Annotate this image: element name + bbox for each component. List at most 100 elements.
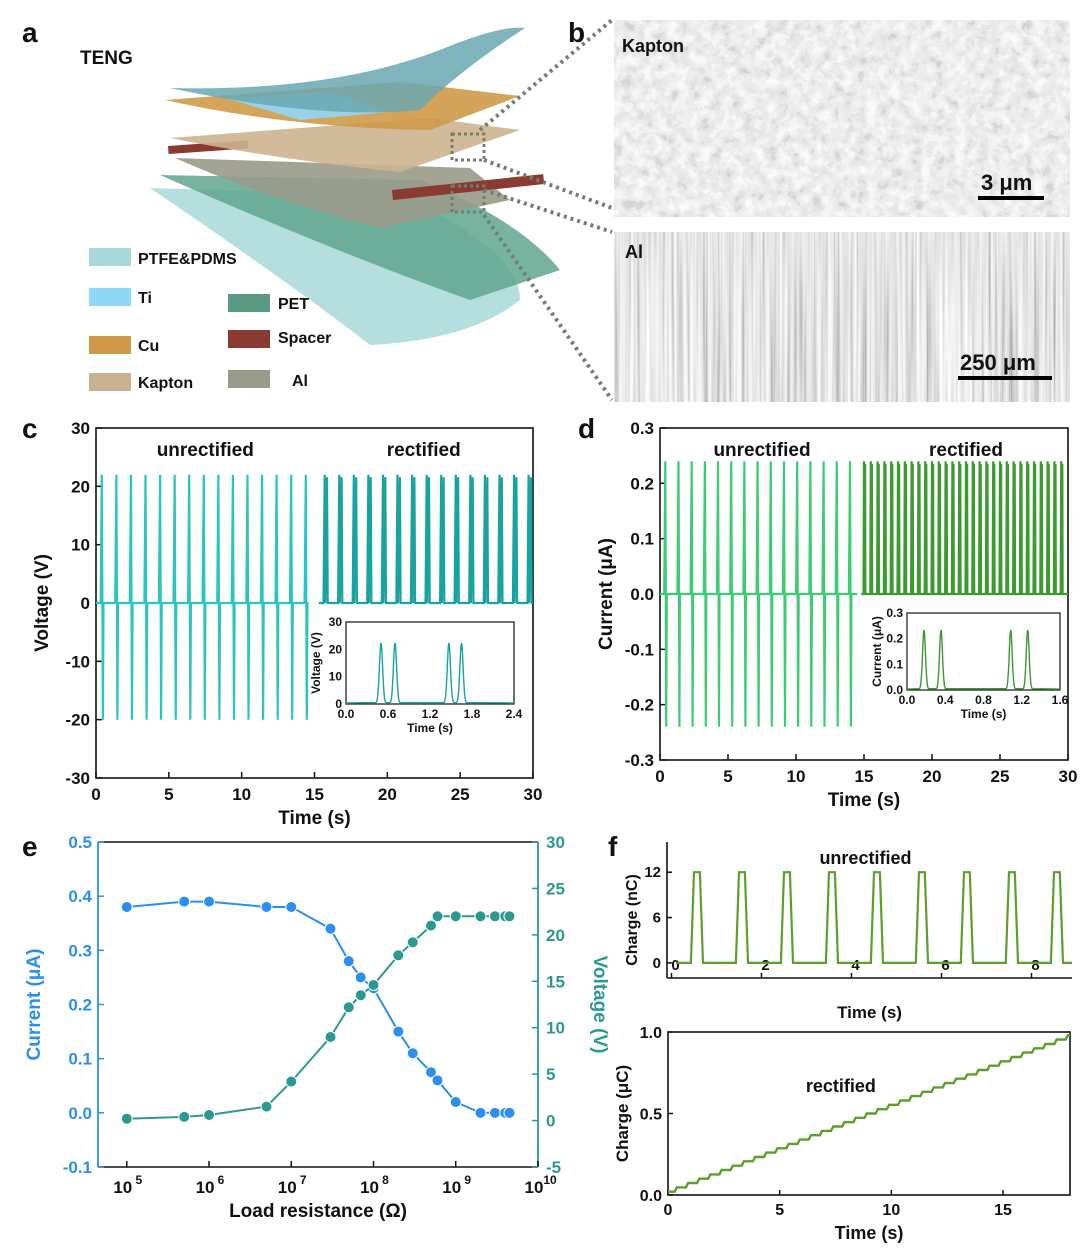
y-axis-label: Current (μA) — [24, 949, 45, 1061]
x-tick-label: 10 — [113, 1178, 132, 1197]
legend-label-pet: PET — [278, 296, 309, 313]
x-tick-label: 10 — [525, 1178, 544, 1197]
inset-x-axis-label: Time (s) — [407, 721, 453, 735]
inset-x-axis-label: Time (s) — [961, 707, 1007, 721]
data-point-voltage — [285, 1075, 298, 1088]
data-point-current — [324, 922, 337, 935]
zoom-line-3 — [483, 188, 613, 234]
inset-y-tick-label: 0.0 — [886, 683, 903, 697]
data-point-voltage — [488, 910, 501, 923]
chart-e-load-resistance: 10 5 10 6 10 7 10 8 10 9 10 10-0.10.00.10.20.30.40.… — [24, 833, 610, 1222]
data-point-current — [342, 955, 355, 968]
legend-label-cu: Cu — [138, 338, 159, 355]
chart-f-rectified-charge: 0 5 10 15 0.0 0.5 1.0 Time (s) Charge (μC) rectif… — [613, 1025, 1071, 1243]
inset-y-axis-label: Voltage (V) — [309, 632, 323, 694]
y-tick-label: 0 — [653, 955, 661, 972]
y-tick-label: 0.3 — [630, 419, 654, 438]
zoom-box-al — [450, 184, 486, 214]
inset-x-tick-label: 1.2 — [1013, 693, 1030, 707]
y-tick-label: 0.0 — [68, 1104, 92, 1123]
x-tick-exponent: 8 — [382, 1173, 389, 1187]
inset-x-tick-label: 2.4 — [506, 707, 523, 721]
x-axis-label: Time (s) — [837, 1003, 902, 1022]
data-point-voltage — [324, 1031, 337, 1043]
y2-tick-label: 5 — [546, 1065, 555, 1084]
sem-al-image: Al 250 μm — [614, 232, 1070, 402]
data-point-voltage — [449, 910, 462, 923]
data-point-voltage — [503, 910, 516, 923]
x-tick-label: 6 — [941, 957, 949, 974]
data-point-voltage — [354, 989, 367, 1002]
sem-al-label: Al — [625, 242, 643, 262]
sem-al-scale: 250 μm — [960, 350, 1036, 375]
x-tick-label: 8 — [1031, 957, 1039, 974]
annotation-unrectified: unrectified — [157, 440, 254, 461]
data-point-voltage — [203, 1109, 216, 1121]
y-tick-label: 0.3 — [68, 941, 92, 960]
layer-ptfe-top — [170, 27, 525, 113]
x-axis-label: Time (s) — [828, 790, 901, 811]
annotation-unrectified: unrectified — [819, 848, 911, 868]
series-line-rectified — [318, 474, 533, 605]
series-line-rectified — [668, 1034, 1070, 1193]
x-tick-label: 10 — [232, 785, 251, 804]
sem-kapton-scale: 3 μm — [981, 170, 1032, 195]
y-tick-label: -20 — [65, 711, 90, 730]
legend-label-ti: Ti — [138, 290, 152, 307]
data-point-voltage — [260, 1100, 273, 1113]
series-line-rectified — [861, 461, 1068, 596]
sem-kapton-image: Kapton 3 μm — [614, 20, 1070, 217]
zoom-box-kapton — [450, 132, 486, 162]
zoom-line-2 — [483, 158, 613, 210]
y2-tick-label: -5 — [546, 1158, 561, 1177]
inset-x-tick-label: 0.0 — [338, 707, 355, 721]
y-tick-label: -0.3 — [625, 751, 654, 770]
data-point-voltage — [406, 936, 419, 949]
y2-tick-label: 30 — [546, 833, 565, 852]
x-tick-label: 20 — [378, 785, 397, 804]
series-line-unrectified — [660, 461, 858, 727]
inset-x-tick-label: 1.6 — [1052, 693, 1069, 707]
x-tick-label: 4 — [851, 957, 860, 974]
y2-tick-label: 25 — [546, 879, 565, 898]
annotation-rectified: rectified — [929, 440, 1003, 461]
y-axis-label: Charge (nC) — [624, 874, 641, 966]
x-tick-label: 15 — [994, 1202, 1012, 1219]
inset-x-tick-label: 0.0 — [899, 693, 916, 707]
x-tick-label: 10 — [278, 1178, 297, 1197]
panel-letter-f: f — [608, 831, 618, 862]
y-tick-label: 0.2 — [68, 996, 92, 1015]
legend-swatch-ptfe — [89, 248, 131, 266]
x-tick-label: 5 — [164, 785, 173, 804]
teng-illustration: TENG PTFE&PDMS Ti PET Cu Spacer — [80, 18, 614, 402]
data-point-current — [285, 901, 298, 913]
x-tick-label: 0 — [91, 785, 100, 804]
y-tick-label: 30 — [71, 419, 90, 438]
y2-tick-label: 15 — [546, 972, 565, 991]
zoom-line-1 — [478, 18, 614, 132]
annotation-rectified: rectified — [806, 1076, 876, 1096]
panel-letter-e: e — [22, 831, 38, 862]
annotation-unrectified: unrectified — [713, 440, 810, 461]
legend-label-kapton: Kapton — [138, 375, 193, 392]
y-tick-label: 0.5 — [68, 833, 92, 852]
x-tick-exponent: 9 — [464, 1173, 471, 1187]
y-tick-label: -10 — [65, 652, 90, 671]
legend-swatch-kapton — [89, 373, 131, 391]
y-axis-label: Voltage (V) — [32, 554, 53, 652]
data-point-current — [260, 901, 273, 913]
x-tick-exponent: 10 — [543, 1173, 557, 1187]
zoom-line-4 — [482, 213, 614, 402]
inset-x-tick-label: 1.2 — [422, 707, 439, 721]
inset-y-tick-label: 0 — [335, 697, 342, 711]
y-tick-label: 0.1 — [68, 1050, 92, 1069]
legend-label-ptfe: PTFE&PDMS — [138, 251, 237, 268]
y-tick-label: 0 — [81, 594, 90, 613]
legend-swatch-al — [228, 370, 270, 388]
data-point-current — [392, 1025, 405, 1038]
y-axis-label: Charge (μC) — [613, 1065, 632, 1162]
series-line-unrectified — [96, 474, 309, 720]
data-point-voltage — [424, 919, 437, 932]
series-line-voltage — [126, 915, 510, 1120]
